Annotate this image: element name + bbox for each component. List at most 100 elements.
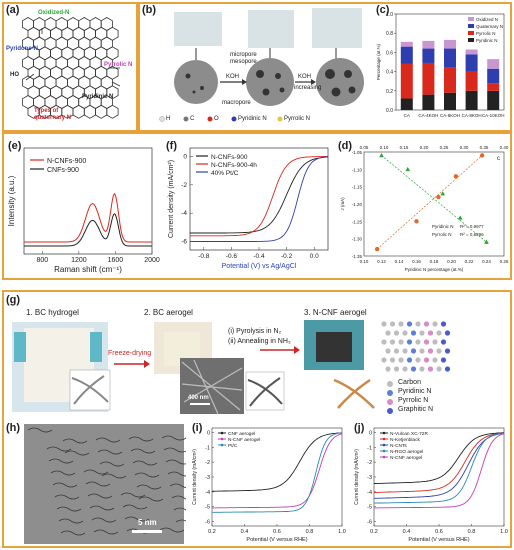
molecular-structure-1: [174, 12, 222, 46]
plot-frame: [363, 151, 505, 257]
y-axis-label: Current density (mA/cm²): [192, 449, 198, 505]
series-N-CNF aerogel: [212, 433, 343, 509]
x-axis-label: Potential (V) vs Ag/AgCl: [222, 263, 297, 270]
point-pyridinic: [374, 246, 380, 252]
y-tick-label: -2: [367, 460, 372, 466]
x-top-tick-label: 0.40: [500, 145, 509, 150]
y-tick-label: -1: [205, 445, 210, 451]
x-tick-label: 1.0: [500, 529, 508, 535]
corner-label: c: [497, 156, 500, 162]
label-increasing: increasing: [294, 85, 322, 91]
n-cnf-aerogel-photo: [304, 320, 364, 370]
y-tick-label: -5: [367, 505, 372, 511]
legend-label: Quaternary N: [476, 24, 503, 29]
frame-top-left: [2, 2, 138, 132]
bar-CA-10KOH-0: [487, 90, 500, 110]
legend-label: N-RGO aerogel: [390, 449, 423, 455]
legend-label: N-CNTs: [390, 443, 407, 449]
y-tick-label: 0.0: [386, 108, 393, 114]
x-tick-label: 1200: [71, 257, 87, 264]
panel-f: (f) -0.8 -0.6 -0.4 -0.2 0.0 0 -2 -4 -6 N-CNFs-900…: [164, 136, 334, 278]
series-N-Ketjenblack: [374, 432, 505, 493]
x-tick-label: 2000: [144, 257, 160, 264]
label-pyridinic-n: Pyridinic N: [82, 94, 114, 100]
x-tick-label: 0.8: [468, 529, 476, 535]
y-tick-label: 0.4: [386, 70, 393, 76]
x-tick-label: 0.10: [360, 259, 369, 264]
label-pyridone-n: Pyridone-N: [6, 46, 39, 52]
bc-hydrogel-photo: [12, 322, 108, 412]
legend-label: CNF aerogel: [228, 431, 255, 437]
panel-i: (i) 0.2 0.4 0.6 0.8 1.0 0 -1 -2 -3 -4 -5 -6 CNF aero…: [188, 418, 348, 546]
fiber-inset-3: [333, 378, 375, 409]
point-pyrrolic: [484, 239, 489, 244]
y-tick-label: 0.2: [386, 89, 393, 95]
frame-top-row: [138, 2, 512, 132]
legend-label: N-CNF aerogel: [228, 437, 260, 443]
x-tick-label: 1.0: [338, 529, 346, 535]
bar-CA-0: [400, 98, 413, 110]
y-tick-label: 1.0: [386, 12, 393, 18]
point-pyridinic: [436, 194, 441, 200]
chart-f: -0.8 -0.6 -0.4 -0.2 0.0 0 -2 -4 -6 N-CNFs-900N-CN…: [168, 147, 329, 270]
panel-e-label: (e): [8, 140, 22, 152]
bar-CA-6KOH-2: [444, 48, 456, 68]
legend-label: CNFs-900: [47, 167, 79, 174]
bar-CA-10KOH-2: [487, 68, 500, 84]
series-N-CNFs-900: [24, 192, 152, 243]
y-tick-label: -4: [205, 490, 210, 496]
frame-middle: [2, 132, 512, 280]
bar-CA-8KOH-2: [465, 54, 478, 72]
point-pyrrolic: [457, 215, 463, 220]
series-CNFs-900: [24, 213, 152, 247]
x-tick-label: 1600: [108, 257, 124, 264]
step-2-title: 2. BC aerogel: [144, 308, 193, 317]
x-top-tick-label: 0.20: [420, 145, 429, 150]
x-tick-label: -0.8: [198, 253, 210, 260]
x-top-tick-label: 0.05: [360, 145, 369, 150]
arrow-koh-1: [220, 79, 247, 85]
legend-marker: [382, 431, 386, 435]
label-micropore: micropore: [230, 52, 257, 58]
legend-swatch: [468, 38, 474, 42]
legend-label: N-Ketjenblack: [390, 437, 420, 443]
x-tick-label: 0.2: [370, 529, 378, 535]
n-doped-lattice: [378, 320, 451, 376]
y-tick-label: -2: [205, 460, 210, 466]
x-tick-label: 0.20: [447, 259, 456, 264]
molecular-structure-2: [248, 10, 294, 48]
y-tick-label: -4: [367, 490, 372, 496]
point-pyrrolic: [379, 152, 384, 158]
y-axis-label: J (mA): [340, 197, 345, 211]
chart-i: 0.2 0.4 0.6 0.8 1.0 0 -1 -2 -3 -4 -5 -6 CNF aerogelN…: [192, 427, 346, 543]
chart-e: 800 1200 1600 2000 N-CNFs-900 CNFs-900 Raman s…: [7, 147, 160, 274]
label-annealing: (ii) Annealing in NH₃: [228, 338, 291, 345]
legend-marker: [220, 437, 224, 441]
x-axis-label: Potential (V versus RHE): [246, 537, 307, 543]
fiber-inset-2: [245, 371, 285, 411]
legend-marker: [382, 443, 386, 447]
panel-j-label: (j): [354, 422, 365, 434]
x-axis-label: Pyridinic N percentage (at.%): [405, 267, 464, 272]
bar-CA-10KOH-1: [487, 83, 500, 91]
frame-bottom: [2, 290, 512, 548]
y-tick-label: 0: [369, 430, 372, 436]
legend-c: C: [190, 116, 195, 122]
synthesis-illustration: [12, 320, 451, 415]
series-N-CNF aerogel: [374, 433, 505, 509]
bar-CA-4KOH-0: [422, 94, 435, 110]
label-koh-2: KOH: [298, 74, 312, 80]
label-pyrolysis: (i) Pyrolysis in N₂: [228, 328, 282, 335]
legend-label: Pyridinic N: [476, 38, 498, 43]
x-tick-label: CA-10KOH: [482, 113, 505, 118]
bar-CA-3: [400, 41, 413, 47]
panel-e: (e) 800 1200 1600 2000 N-CNFs-900 CNFs-900 Ram…: [4, 136, 162, 278]
chart-d: 0.10 0.12 0.14 0.16 0.18 0.20 0.22 0.24 0.26 0.05…: [340, 145, 509, 272]
legend-marker: [220, 431, 224, 435]
porous-sphere-1: [174, 60, 218, 104]
point-pyridinic: [414, 219, 419, 224]
y-tick-label: -6: [181, 239, 187, 246]
y-tick-label: -3: [367, 475, 372, 481]
legend-carbon: Carbon: [398, 379, 421, 386]
legend-pyrrolic-n: Pyrrolic N: [398, 397, 429, 404]
